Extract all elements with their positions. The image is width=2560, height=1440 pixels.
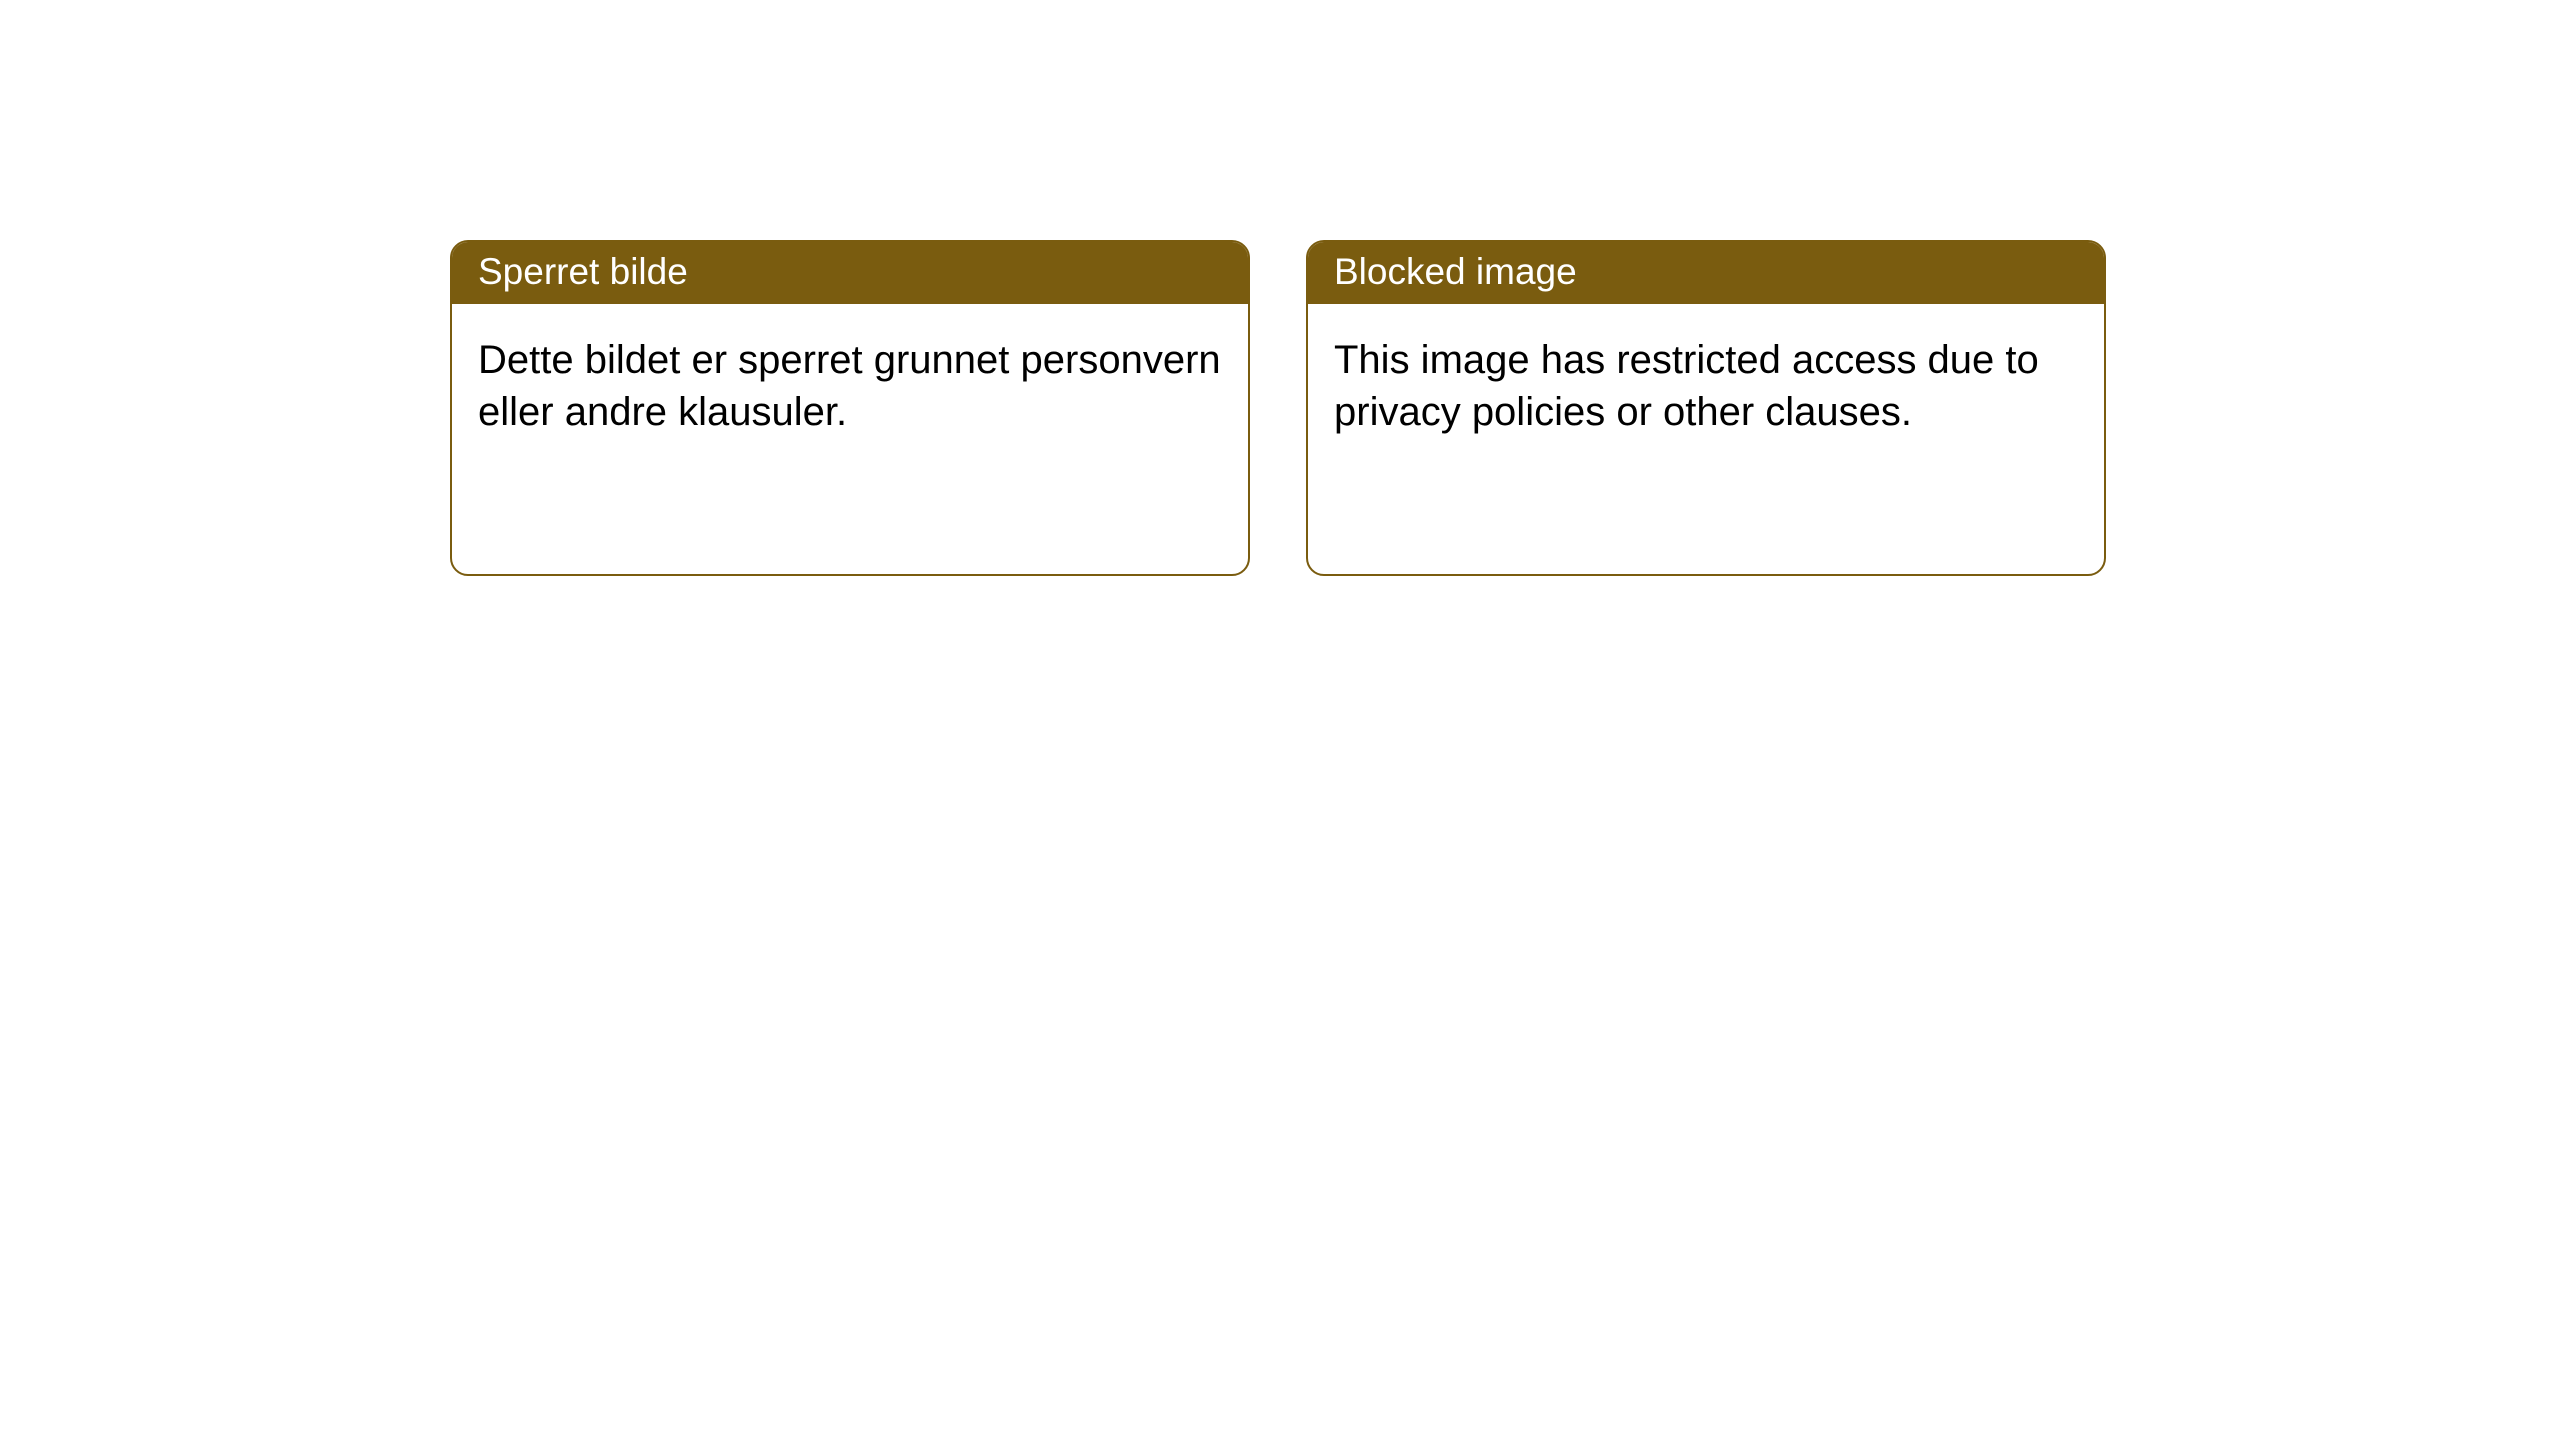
notice-header: Blocked image — [1308, 242, 2104, 304]
notice-card-norwegian: Sperret bilde Dette bildet er sperret gr… — [450, 240, 1250, 576]
notice-header: Sperret bilde — [452, 242, 1248, 304]
notice-card-english: Blocked image This image has restricted … — [1306, 240, 2106, 576]
notice-cards-container: Sperret bilde Dette bildet er sperret gr… — [450, 240, 2106, 576]
notice-body: Dette bildet er sperret grunnet personve… — [452, 304, 1248, 468]
notice-body: This image has restricted access due to … — [1308, 304, 2104, 468]
